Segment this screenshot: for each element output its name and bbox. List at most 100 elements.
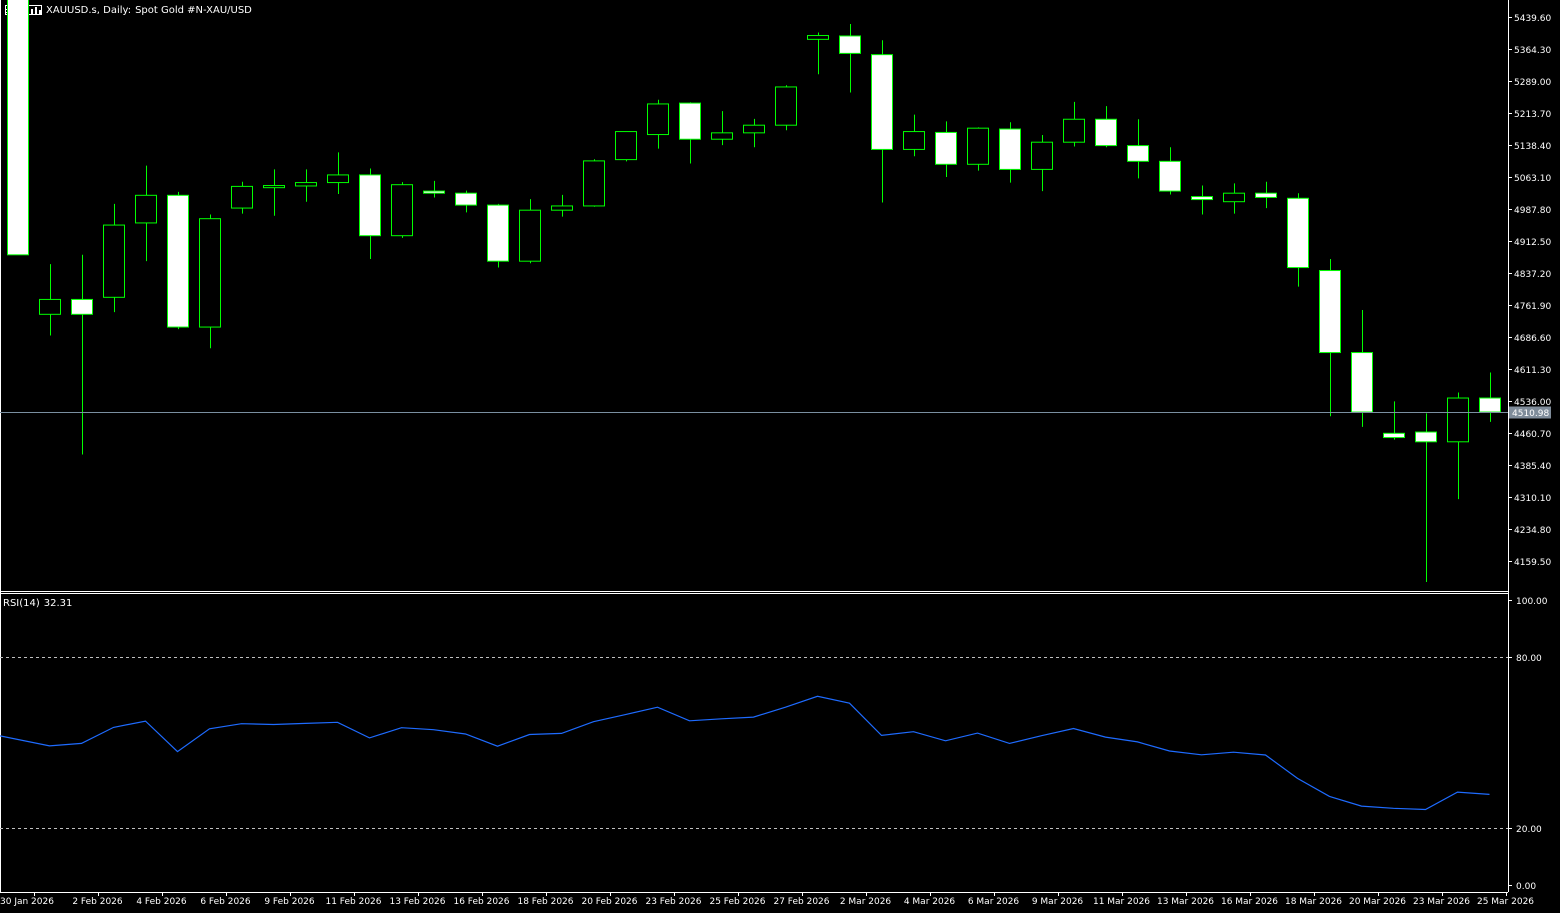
candle-bull: [1447, 397, 1469, 443]
rsi-value: 32.31: [43, 598, 73, 609]
time-label: 18 Feb 2026: [517, 897, 573, 907]
rsi-tick-label: 100.00: [1516, 597, 1548, 607]
candle-bear: [167, 194, 189, 328]
candle-bear: [1351, 352, 1373, 413]
price-tick-label: 4987.80: [1514, 206, 1551, 216]
price-tick-label: 5063.10: [1514, 174, 1551, 184]
time-label: 20 Mar 2026: [1349, 897, 1406, 907]
candle-bear: [487, 204, 509, 262]
price-tick-label: 4460.70: [1514, 430, 1551, 440]
rsi-tick-label: 0.00: [1516, 882, 1536, 892]
rsi-title: RSI(14) 32.31: [3, 598, 76, 609]
time-label: 20 Feb 2026: [581, 897, 637, 907]
candle-bull: [583, 160, 605, 207]
time-label: 13 Mar 2026: [1157, 897, 1214, 907]
price-tick-label: 5138.40: [1514, 142, 1551, 152]
candle-bear: [1383, 432, 1405, 439]
rsi-name: RSI(14): [3, 598, 40, 609]
current-price-label: 4510.98: [1512, 409, 1549, 419]
time-label: 25 Mar 2026: [1477, 897, 1534, 907]
candle-bull: [967, 127, 989, 165]
candle-bear: [1479, 397, 1501, 413]
symbol-label: XAUUSD.s, Daily:: [46, 4, 132, 16]
time-label: 23 Mar 2026: [1413, 897, 1470, 907]
candle-bear: [359, 174, 381, 237]
price-tick-label: 4159.50: [1514, 558, 1551, 568]
time-label: 16 Feb 2026: [453, 897, 509, 907]
time-label: 23 Feb 2026: [645, 897, 701, 907]
rsi-tick-label: 20.00: [1516, 825, 1542, 835]
time-label: 25 Feb 2026: [709, 897, 765, 907]
price-tick-label: 4912.50: [1514, 238, 1551, 248]
candle-bear: [935, 131, 957, 165]
candle-bull: [1063, 118, 1085, 143]
candle-bull: [295, 182, 317, 187]
time-label: 16 Mar 2026: [1221, 897, 1278, 907]
price-tick-label: 5439.60: [1514, 14, 1551, 24]
candle-bear: [1415, 431, 1437, 443]
candle-bull: [327, 174, 349, 184]
candle-bull: [551, 205, 573, 211]
candle-bull: [807, 35, 829, 40]
candle-bull: [711, 132, 733, 140]
candle-bear: [999, 128, 1021, 170]
price-tick-label: 4310.10: [1514, 494, 1551, 504]
price-tick-label: 4611.30: [1514, 366, 1551, 376]
price-tick-label: 4837.20: [1514, 270, 1551, 280]
time-label: 13 Feb 2026: [389, 897, 445, 907]
time-label: 2 Mar 2026: [840, 897, 892, 907]
candle-bear: [71, 298, 93, 315]
time-label: 6 Mar 2026: [968, 897, 1020, 907]
candle-bull: [1031, 141, 1053, 170]
price-tick-label: 5364.30: [1514, 46, 1551, 56]
symbol-description: Spot Gold #N-XAU/USD: [135, 4, 252, 16]
candle-bear: [839, 35, 861, 54]
candle-bull: [775, 86, 797, 126]
price-tick-label: 5289.00: [1514, 78, 1551, 88]
candle-bull: [103, 224, 125, 298]
candle-bear: [1127, 145, 1149, 162]
time-label: 2 Feb 2026: [72, 897, 123, 907]
time-label: 11 Feb 2026: [325, 897, 381, 907]
price-tick-label: 4686.60: [1514, 334, 1551, 344]
price-tick-label: 4761.90: [1514, 302, 1551, 312]
time-label: 6 Feb 2026: [200, 897, 251, 907]
time-label: 4 Feb 2026: [136, 897, 187, 907]
candle-bull: [39, 298, 61, 315]
candle-bear: [455, 192, 477, 206]
candle-bear: [1319, 270, 1341, 354]
candle-bull: [647, 103, 669, 136]
price-tick-label: 5213.70: [1514, 110, 1551, 120]
rsi-tick-label: 80.00: [1516, 654, 1542, 664]
candle-bear: [1159, 160, 1181, 192]
time-label: 30 Jan 2026: [0, 897, 54, 907]
time-label: 9 Feb 2026: [264, 897, 315, 907]
candle-bear: [423, 190, 445, 194]
candle-bear: [871, 54, 893, 150]
rsi-line: [0, 695, 1490, 811]
candle-bull: [135, 194, 157, 224]
candle-bull: [519, 209, 541, 262]
candle-bull: [199, 218, 221, 328]
candle-bear: [7, 0, 29, 256]
price-tick-label: 4385.40: [1514, 462, 1551, 472]
price-tick-label: 4234.80: [1514, 526, 1551, 536]
time-label: 11 Mar 2026: [1093, 897, 1150, 907]
candle-bear: [679, 102, 701, 140]
time-label: 9 Mar 2026: [1032, 897, 1084, 907]
time-label: 4 Mar 2026: [904, 897, 956, 907]
candle-bull: [391, 184, 413, 237]
candle-bear: [1191, 196, 1213, 201]
candle-bull: [231, 185, 253, 209]
candle-bear: [1095, 118, 1117, 147]
candle-bull: [263, 185, 285, 189]
time-label: 27 Feb 2026: [773, 897, 829, 907]
current-price-badge: [1509, 406, 1551, 419]
candle-bear: [1287, 197, 1309, 269]
candle-bull: [1223, 192, 1245, 203]
candle-bull: [615, 131, 637, 161]
time-label: 18 Mar 2026: [1285, 897, 1342, 907]
price-tick-label: 4536.00: [1514, 398, 1551, 408]
candle-bull: [743, 124, 765, 134]
